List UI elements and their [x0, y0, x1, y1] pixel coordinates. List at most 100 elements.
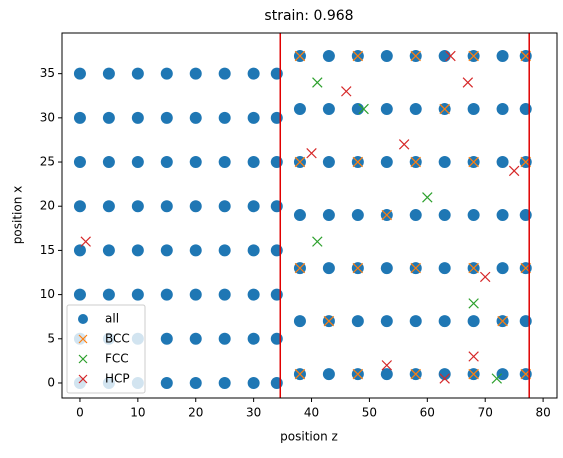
- point: [410, 368, 421, 380]
- point: [312, 77, 323, 88]
- x-tick-label: 70: [478, 406, 493, 420]
- point: [462, 77, 474, 88]
- point: [322, 209, 335, 222]
- point: [491, 373, 503, 384]
- point: [73, 156, 86, 169]
- point: [496, 209, 509, 222]
- point: [322, 368, 335, 381]
- point: [294, 156, 306, 168]
- point: [468, 156, 479, 168]
- point: [247, 200, 260, 213]
- point: [438, 368, 451, 381]
- y-tick-label: 10: [40, 287, 55, 301]
- point: [189, 156, 202, 169]
- y-axis-label: position x: [11, 186, 25, 244]
- legend-marker: [78, 374, 88, 384]
- point: [218, 156, 231, 169]
- point: [409, 209, 422, 222]
- x-tick-label: 60: [420, 406, 435, 420]
- point: [102, 156, 115, 169]
- point: [306, 147, 317, 159]
- point: [102, 111, 115, 124]
- point: [247, 332, 260, 345]
- point: [80, 236, 91, 247]
- point: [131, 111, 144, 124]
- point: [189, 200, 202, 213]
- point: [131, 244, 144, 257]
- chart-title: strain: 0.968: [264, 8, 353, 24]
- point: [409, 103, 422, 116]
- point: [496, 262, 509, 275]
- point: [102, 288, 115, 301]
- point: [438, 49, 451, 62]
- point: [351, 315, 364, 328]
- point: [102, 67, 115, 80]
- point: [351, 103, 364, 116]
- point: [247, 376, 260, 389]
- point: [160, 288, 173, 301]
- point: [398, 139, 410, 150]
- legend-label: BCC: [105, 332, 130, 346]
- y-tick-label: 0: [47, 375, 55, 389]
- legend-label: HCP: [105, 372, 130, 386]
- point: [160, 156, 173, 169]
- y-tick-label: 35: [40, 66, 55, 80]
- point: [322, 262, 335, 275]
- point: [438, 209, 451, 222]
- point: [468, 368, 479, 380]
- point: [294, 368, 306, 380]
- point: [102, 200, 115, 213]
- point: [438, 262, 451, 275]
- point: [294, 50, 306, 62]
- point: [189, 111, 202, 124]
- point: [160, 332, 173, 345]
- y-tick-label: 5: [47, 331, 55, 345]
- point: [131, 288, 144, 301]
- point: [467, 315, 480, 328]
- point: [468, 298, 479, 309]
- point: [160, 376, 173, 389]
- point: [160, 111, 173, 124]
- point: [380, 315, 393, 328]
- point: [409, 315, 422, 328]
- x-tick-label: 10: [130, 406, 145, 420]
- point: [497, 315, 508, 327]
- point: [381, 209, 393, 221]
- point: [294, 262, 306, 274]
- point: [247, 111, 260, 124]
- point: [322, 156, 335, 169]
- point: [73, 67, 86, 80]
- point: [323, 315, 335, 327]
- point: [73, 200, 86, 213]
- point: [218, 332, 231, 345]
- point: [218, 111, 231, 124]
- point: [293, 103, 306, 116]
- x-tick-label: 40: [304, 406, 319, 420]
- point: [438, 315, 451, 328]
- point: [410, 50, 421, 62]
- x-axis-label: position z: [280, 430, 338, 444]
- point: [496, 156, 509, 169]
- point: [468, 50, 479, 62]
- point: [247, 288, 260, 301]
- point: [351, 209, 364, 222]
- point: [189, 288, 202, 301]
- y-tick-label: 25: [40, 155, 55, 169]
- point: [496, 368, 509, 381]
- point: [468, 262, 479, 274]
- x-tick-label: 0: [76, 406, 84, 420]
- x-tick-label: 50: [362, 406, 377, 420]
- point: [439, 103, 450, 115]
- point: [189, 244, 202, 257]
- point: [218, 244, 231, 257]
- point: [293, 315, 306, 328]
- point: [410, 262, 421, 274]
- point: [445, 50, 456, 62]
- point: [467, 209, 480, 222]
- point: [496, 49, 509, 62]
- point: [380, 262, 393, 275]
- point: [247, 156, 260, 169]
- point: [381, 360, 393, 371]
- legend-box: [66, 304, 146, 394]
